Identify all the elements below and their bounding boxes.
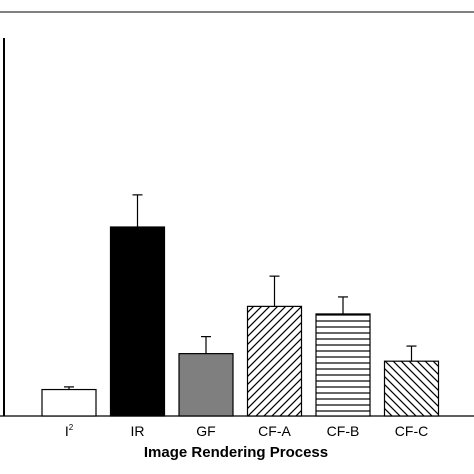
bar-ir: [109, 226, 166, 417]
error-bars-group: [64, 194, 417, 390]
tick-label-ir: IR: [131, 423, 145, 439]
x-axis-title: Image Rendering Process: [144, 444, 328, 461]
tick-label-cf-c: CF-C: [395, 423, 428, 439]
tick-label-i: I2: [65, 423, 74, 439]
bar-i: [41, 388, 97, 417]
bar-gf: [178, 353, 234, 417]
bar-cf-a: [246, 305, 303, 417]
tick-label-cf-b: CF-B: [327, 423, 360, 439]
x-tick-labels: I2 IR GF CF-A CF-B CF-C: [65, 423, 428, 439]
bar-cf-c: [383, 360, 440, 417]
tick-label-superscript: 2: [69, 423, 74, 432]
tick-label-gf: GF: [196, 423, 215, 439]
bars-group: [41, 226, 440, 417]
tick-label-cf-a: CF-A: [258, 423, 291, 439]
bar-cf-b: [315, 313, 371, 417]
